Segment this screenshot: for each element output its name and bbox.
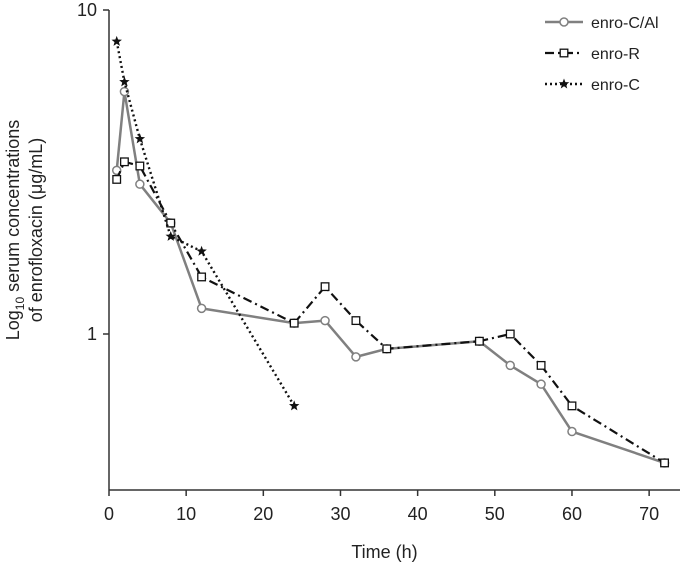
data-point: [111, 35, 122, 46]
legend-label: enro-C: [591, 77, 640, 94]
data-point: [165, 230, 176, 241]
legend-marker: [559, 48, 569, 58]
x-ticks: 0 10 20 30 40 50 60 70: [104, 490, 659, 524]
data-point: [119, 76, 130, 87]
y-ticks: 1 10: [77, 0, 109, 344]
legend: enro-C/Al enro-R enro-C: [545, 15, 659, 94]
data-point: [112, 174, 122, 184]
x-axis-title: Time (h): [351, 542, 417, 562]
y-tick-label: 10: [77, 0, 97, 20]
data-point: [474, 336, 484, 346]
data-point: [288, 400, 300, 411]
data-point: [320, 315, 330, 326]
data-point: [567, 401, 577, 411]
x-tick-label: 30: [330, 504, 350, 524]
legend-label: enro-R: [591, 46, 640, 63]
data-point: [166, 218, 176, 228]
data-point: [351, 316, 361, 326]
series-line: [115, 160, 666, 464]
data-point: [197, 272, 207, 282]
data-point: [351, 352, 361, 362]
x-tick-label: 40: [408, 504, 428, 524]
data-point: [536, 379, 546, 389]
x-tick-label: 60: [562, 504, 582, 524]
series-line: [115, 41, 296, 407]
data-point: [119, 157, 129, 167]
x-tick-label: 70: [639, 504, 659, 524]
y-axis-title-rest: serum concentrations: [3, 120, 23, 297]
data-point: [536, 360, 546, 370]
legend-marker: [558, 78, 570, 89]
data-point: [382, 344, 392, 354]
y-axis-title: Log10 serum concentrations of enrofloxac…: [3, 120, 46, 341]
data-point: [135, 179, 145, 189]
data-point: [134, 133, 146, 144]
data-point: [196, 245, 207, 256]
y-axis-title-log: Log: [3, 310, 23, 340]
legend-label: enro-C/Al: [591, 15, 659, 32]
axes: [108, 10, 680, 491]
x-tick-label: 0: [104, 504, 114, 524]
x-tick-label: 10: [176, 504, 196, 524]
x-tick-label: 20: [253, 504, 273, 524]
data-point: [505, 329, 515, 339]
series-3: [111, 35, 300, 411]
data-point: [567, 426, 577, 437]
x-tick-label: 50: [485, 504, 505, 524]
data-point: [289, 318, 299, 328]
legend-marker: [559, 17, 569, 27]
series-2: [112, 157, 670, 468]
series-line: [115, 90, 665, 465]
data-point: [196, 303, 207, 314]
data-point: [119, 86, 130, 97]
data-point: [505, 360, 515, 371]
data-point: [660, 458, 670, 468]
data-point: [135, 161, 145, 171]
y-axis-title-line1: Log10 serum concentrations: [3, 120, 27, 341]
series-layer: [111, 35, 670, 468]
data-point: [320, 282, 330, 292]
series-1: [111, 86, 670, 468]
y-axis-title-line2: of enrofloxacin (μg/mL): [26, 138, 46, 322]
y-axis-title-subscript: 10: [13, 297, 27, 311]
y-tick-label: 1: [87, 324, 97, 344]
